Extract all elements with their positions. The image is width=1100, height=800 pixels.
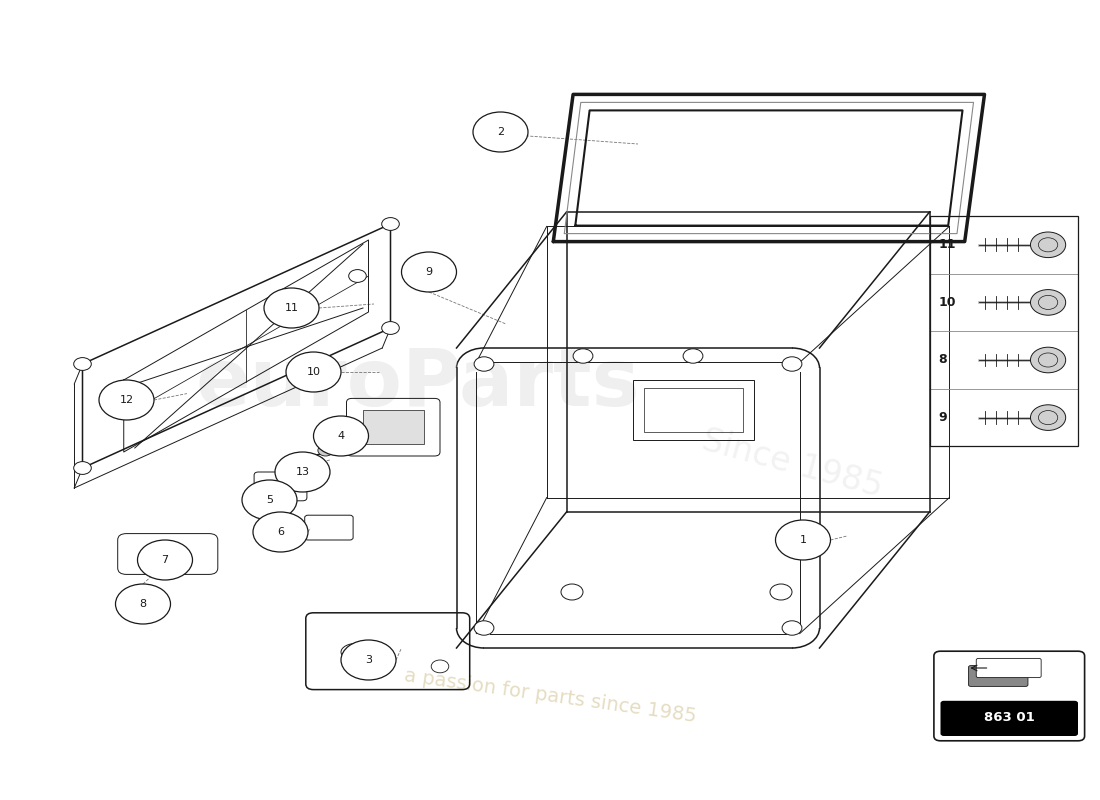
Text: 1: 1 [800,535,806,545]
Text: 12: 12 [120,395,133,405]
FancyBboxPatch shape [968,666,1027,686]
Text: 10: 10 [938,296,956,309]
Circle shape [318,445,333,456]
Circle shape [116,584,170,624]
Text: 9: 9 [938,411,947,424]
Text: 11: 11 [285,303,298,313]
Circle shape [782,621,802,635]
Text: Since 1985: Since 1985 [697,424,887,504]
Circle shape [74,358,91,370]
Text: a passion for parts since 1985: a passion for parts since 1985 [403,666,697,726]
Circle shape [253,512,308,552]
Circle shape [473,112,528,152]
Circle shape [402,252,456,292]
Circle shape [382,218,399,230]
Circle shape [431,660,449,673]
Text: 863 01: 863 01 [983,711,1035,724]
Circle shape [573,349,593,363]
FancyBboxPatch shape [977,658,1041,678]
Text: 10: 10 [307,367,320,377]
Text: euroParts: euroParts [196,345,640,423]
Circle shape [770,584,792,600]
FancyBboxPatch shape [940,701,1078,736]
Circle shape [349,270,366,282]
Text: 8: 8 [140,599,146,609]
Circle shape [782,357,802,371]
Circle shape [242,480,297,520]
Bar [930,216,1078,446]
Text: 11: 11 [938,238,956,251]
Circle shape [275,452,330,492]
Bar [363,410,424,444]
Text: 8: 8 [938,354,947,366]
Circle shape [264,288,319,328]
Circle shape [138,540,192,580]
Circle shape [286,352,341,392]
Circle shape [1031,232,1066,258]
Circle shape [314,416,369,456]
Bar [632,380,754,440]
Circle shape [99,380,154,420]
Text: 13: 13 [296,467,309,477]
Circle shape [1031,290,1066,315]
Circle shape [474,621,494,635]
Circle shape [1031,347,1066,373]
FancyBboxPatch shape [934,651,1085,741]
Text: 9: 9 [426,267,432,277]
Circle shape [382,322,399,334]
Text: 7: 7 [162,555,168,565]
Text: 6: 6 [277,527,284,537]
Circle shape [776,520,830,560]
Circle shape [561,584,583,600]
Bar [644,388,743,432]
Circle shape [474,357,494,371]
Circle shape [74,462,91,474]
Text: 3: 3 [365,655,372,665]
Circle shape [683,349,703,363]
Text: 4: 4 [338,431,344,441]
Circle shape [341,640,396,680]
Circle shape [1031,405,1066,430]
Text: 5: 5 [266,495,273,505]
Text: 2: 2 [497,127,504,137]
